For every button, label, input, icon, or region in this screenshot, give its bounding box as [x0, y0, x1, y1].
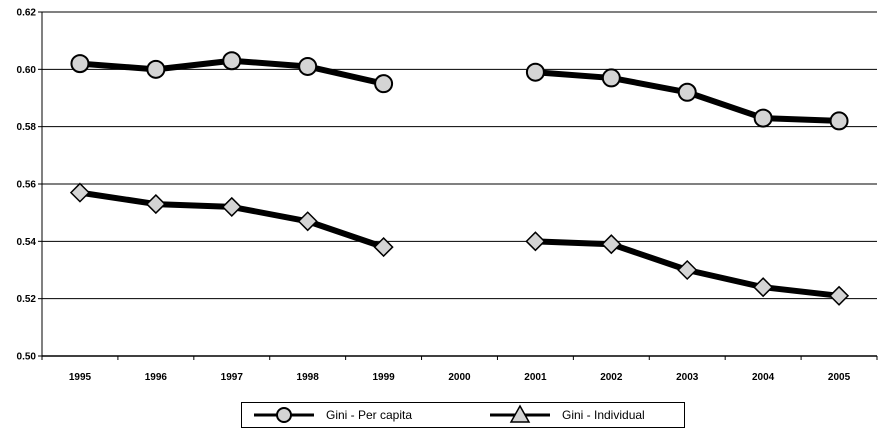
legend-circle-marker-icon [254, 407, 314, 423]
data-point [753, 277, 774, 298]
x-tick-label: 2000 [448, 372, 471, 383]
line-chart: 0.500.520.540.560.580.600.62 1995 1996 199… [17, 8, 878, 383]
data-point [146, 59, 166, 79]
data-point [70, 54, 90, 74]
data-point [601, 68, 621, 88]
y-tick-label: 0.50 [17, 352, 37, 363]
data-point [221, 196, 242, 217]
data-point [222, 51, 242, 71]
series-per-capita [70, 51, 849, 131]
legend-label-per-capita: Gini - Per capita [326, 408, 413, 422]
legend-triangle-marker-icon [490, 404, 550, 423]
data-point [677, 259, 698, 281]
legend-entry-individual: Gini - Individual [488, 403, 645, 427]
y-tick-label: 0.60 [17, 65, 37, 76]
legend-label-individual: Gini - Individual [562, 408, 645, 422]
data-point [297, 211, 318, 232]
data-point [601, 234, 622, 255]
y-axis-ticks: 0.50 0.52 0.54 0.56 0.58 0.60 0.62 [17, 8, 42, 363]
grid-lines [42, 11, 877, 300]
y-tick-label: 0.54 [17, 237, 37, 248]
x-tick-label: 1999 [372, 372, 395, 383]
data-point [677, 82, 697, 102]
y-tick-label: 0.52 [17, 294, 37, 305]
y-tick-label: 0.62 [17, 8, 37, 19]
x-tick-label: 1995 [69, 372, 92, 383]
x-tick-label: 1996 [145, 372, 168, 383]
y-tick-label: 0.56 [17, 180, 37, 191]
series-group [69, 51, 850, 306]
legend: Gini - Per capita Gini - Individual [241, 402, 685, 428]
x-tick-label: 2001 [524, 372, 547, 383]
x-tick-label: 1997 [221, 372, 244, 383]
x-tick-label: 2005 [828, 372, 851, 383]
data-point [525, 62, 545, 82]
data-point [829, 111, 849, 131]
data-point [373, 237, 394, 258]
x-tick-label: 2004 [752, 372, 775, 383]
data-point [374, 74, 394, 94]
legend-entry-per-capita: Gini - Per capita [252, 403, 412, 427]
series-individual [69, 182, 850, 306]
x-tick-label: 1998 [297, 372, 320, 383]
data-point [525, 231, 546, 252]
data-point [298, 56, 318, 76]
data-point [828, 285, 850, 306]
x-tick-label: 2002 [600, 372, 623, 383]
data-point [69, 182, 91, 203]
x-tick-label: 2003 [676, 372, 699, 383]
data-point [145, 194, 166, 215]
y-tick-label: 0.58 [17, 122, 37, 133]
x-axis-ticks: 1995 1996 1997 1998 1999 2000 2001 2002 2003 2004… [41, 356, 878, 383]
data-point [753, 108, 773, 128]
